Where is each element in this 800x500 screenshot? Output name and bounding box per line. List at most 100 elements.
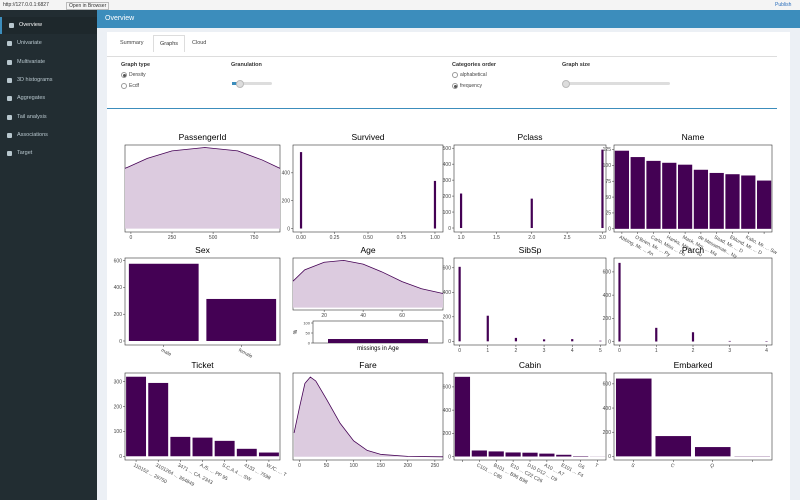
- bar: [258, 452, 279, 457]
- panel: [453, 144, 607, 233]
- y-tick-label: 200: [443, 431, 452, 437]
- x-tick-label: 4: [765, 348, 768, 354]
- tab-active[interactable]: Graphs: [153, 35, 186, 52]
- sidebar-item[interactable]: Associations: [0, 127, 97, 144]
- x-tick-label: S: [630, 462, 636, 469]
- bar: [756, 180, 772, 229]
- x-tick-label: 0: [458, 348, 461, 354]
- area-fill: [294, 376, 443, 457]
- y-tick-label: 400: [603, 406, 612, 412]
- chart-title: Survived: [351, 132, 384, 142]
- chart-title: Age: [360, 245, 375, 255]
- bar: [709, 172, 724, 229]
- bar: [328, 339, 428, 343]
- sidebar-item[interactable]: Tail analysis: [0, 109, 97, 126]
- radio[interactable]: Density: [121, 72, 146, 78]
- bar: [725, 174, 740, 229]
- bar: [655, 436, 692, 457]
- x-tick-label: 20: [321, 313, 327, 319]
- x-tick-label: 0: [618, 348, 621, 354]
- open-button[interactable]: Open in Browser: [66, 2, 110, 10]
- y-tick-label: 200: [282, 198, 291, 204]
- radio[interactable]: frequency: [452, 83, 482, 89]
- x-tick-label: 3: [728, 348, 731, 354]
- panel: [613, 257, 773, 346]
- publish-button[interactable]: Publish: [775, 2, 792, 8]
- bar: [214, 440, 235, 457]
- control-label: Graph type: [121, 62, 151, 68]
- x-tick-label: 1: [655, 348, 658, 354]
- bar: [693, 169, 709, 229]
- panel: [292, 372, 444, 461]
- chart-title: Fare: [359, 360, 377, 370]
- axis-label: %: [293, 329, 299, 334]
- y-tick-label: 50: [605, 195, 611, 201]
- y-tick-label: 0: [608, 454, 611, 460]
- url: http://127.0.0.1:6827: [3, 2, 49, 8]
- bar: [618, 262, 621, 342]
- slider-track[interactable]: [232, 80, 272, 88]
- bar: [556, 454, 572, 457]
- slider-track[interactable]: [562, 80, 670, 88]
- bar: [662, 162, 677, 229]
- x-tick-label: 50: [324, 463, 330, 469]
- y-tick-label: 600: [443, 266, 452, 272]
- y-tick-label: 0: [448, 226, 451, 232]
- x-tick-label: 500: [209, 235, 218, 241]
- control-label: Granulation: [231, 62, 262, 68]
- y-tick-label: 0: [308, 341, 311, 346]
- sidebar-item[interactable]: Univariate: [0, 35, 97, 52]
- x-tick-label: female: [237, 347, 253, 359]
- bar: [299, 152, 303, 229]
- y-tick-label: 0: [119, 454, 122, 460]
- x-tick-label: 2: [692, 348, 695, 354]
- x-tick-label: 150: [377, 463, 386, 469]
- density-line: [292, 259, 444, 294]
- y-tick-label: 200: [114, 312, 123, 318]
- sidebar-item[interactable]: Multivariate: [0, 54, 97, 71]
- bar: [599, 340, 602, 342]
- bar: [459, 193, 463, 229]
- y-tick-label: 25: [605, 211, 611, 217]
- y-tick-label: 400: [603, 293, 612, 299]
- y-tick-label: 0: [448, 339, 451, 345]
- x-tick-label: 60: [399, 313, 405, 319]
- density-line: [293, 376, 444, 458]
- y-tick-label: 300: [443, 178, 452, 184]
- y-tick-label: 100: [443, 210, 452, 216]
- sidebar-item[interactable]: 3D histograms: [0, 72, 97, 89]
- chart-title: Ticket: [191, 360, 214, 370]
- x-tick-label: 250: [431, 463, 440, 469]
- x-tick-label: 0.00: [296, 235, 306, 241]
- bar: [454, 376, 471, 457]
- y-tick-label: 0: [119, 339, 122, 345]
- radio[interactable]: Ecdf: [121, 83, 139, 89]
- x-tick-label: 0: [298, 463, 301, 469]
- x-tick-label: 3.0: [599, 235, 606, 241]
- radio[interactable]: alphabetical: [452, 72, 487, 78]
- chart-title: Name: [682, 132, 705, 142]
- x-tick-label: 1.0: [458, 235, 465, 241]
- content-box: [107, 32, 790, 500]
- x-tick-label: 3: [543, 348, 546, 354]
- bar: [522, 452, 538, 457]
- sidebar-item[interactable]: Target: [0, 145, 97, 162]
- y-tick-label: 400: [443, 290, 452, 296]
- chart-title: PassengerId: [179, 132, 227, 142]
- bar: [542, 339, 546, 342]
- panel: [613, 372, 773, 461]
- sidebar-item[interactable]: Aggregates: [0, 90, 97, 107]
- x-tick-label: 0: [130, 235, 133, 241]
- tab[interactable]: Summary: [120, 40, 144, 46]
- bar: [615, 378, 652, 457]
- y-tick-label: 600: [603, 382, 612, 388]
- y-tick-label: 75: [605, 179, 611, 185]
- bar: [691, 332, 695, 342]
- panel: [453, 372, 607, 461]
- x-tick-label: 100: [349, 463, 358, 469]
- sidebar-item[interactable]: Overview: [0, 17, 97, 34]
- tab[interactable]: Cloud: [192, 40, 207, 46]
- bar: [505, 452, 521, 457]
- control-label: Categories order: [452, 62, 497, 68]
- chart-title: SibSp: [519, 245, 542, 255]
